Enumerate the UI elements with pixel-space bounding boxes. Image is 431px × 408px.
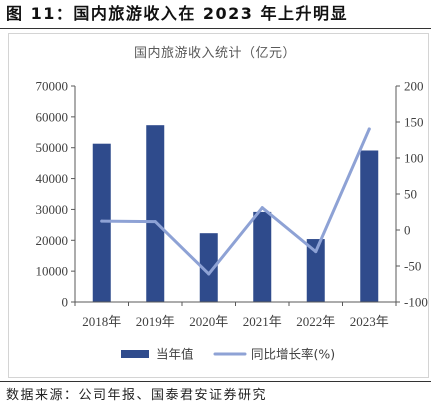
- right-axis-tick-label: 150: [404, 115, 424, 130]
- left-axis-tick-label: 10000: [36, 264, 69, 279]
- growth-rate-line: [100, 127, 371, 276]
- line-point-2023: [367, 127, 371, 131]
- right-axis-tick-label: -50: [404, 259, 421, 274]
- line-point-2021: [260, 206, 264, 210]
- category-label: 2019年: [136, 314, 175, 329]
- left-axis-tick-label: 0: [62, 295, 69, 310]
- footer-rule: [0, 381, 431, 382]
- axes: 0 10000 20000 30000 40000 50000 60000 70000 -100…: [36, 79, 428, 330]
- category-label: 2020年: [189, 314, 228, 329]
- bar-2019: [146, 125, 165, 302]
- legend-item-line: 同比增长率(%): [213, 347, 335, 362]
- bar-series: [92, 125, 379, 302]
- category-label: 2023年: [350, 314, 389, 329]
- legend-item-bar: 当年值: [121, 347, 194, 362]
- left-axis-tick-label: 60000: [36, 109, 69, 124]
- left-axis-tick-label: 30000: [36, 202, 69, 217]
- figure-title: 图 11：国内旅游收入在 2023 年上升明显: [6, 4, 349, 23]
- left-axis-tick-label: 40000: [36, 171, 69, 186]
- category-label: 2021年: [243, 314, 282, 329]
- chart-title: 国内旅游收入统计（亿元）: [134, 45, 296, 61]
- category-label: 2022年: [296, 314, 335, 329]
- source-note: 数据来源：公司年报、国泰君安证券研究: [6, 388, 268, 403]
- bar-2021: [253, 211, 272, 302]
- line-point-2018: [100, 219, 104, 223]
- bar-2018: [92, 143, 111, 302]
- line-point-2019: [153, 220, 157, 224]
- left-axis-tick-label: 20000: [36, 233, 69, 248]
- left-axis-tick-label: 50000: [36, 140, 69, 155]
- left-axis-tick-label: 70000: [36, 79, 69, 94]
- line-point-2020: [207, 272, 211, 276]
- line-series: [100, 127, 371, 276]
- chart-frame: [8, 33, 429, 378]
- legend-label-bar: 当年值: [156, 347, 194, 362]
- legend-bar-swatch: [121, 350, 149, 358]
- legend: 当年值 同比增长率(%): [121, 347, 335, 362]
- right-axis-tick-label: 100: [404, 151, 424, 166]
- line-point-2022: [314, 250, 318, 254]
- bar-2023: [360, 150, 379, 302]
- right-axis-tick-label: 50: [404, 187, 417, 202]
- right-axis-tick-label: 0: [404, 223, 411, 238]
- bar-2022: [306, 239, 325, 302]
- title-rule: [0, 28, 431, 29]
- bar-2020: [199, 233, 218, 302]
- right-axis-tick-label: -100: [404, 295, 428, 310]
- category-label: 2018年: [82, 314, 121, 329]
- right-axis-tick-label: 200: [404, 79, 424, 94]
- legend-label-line: 同比增长率(%): [251, 347, 335, 362]
